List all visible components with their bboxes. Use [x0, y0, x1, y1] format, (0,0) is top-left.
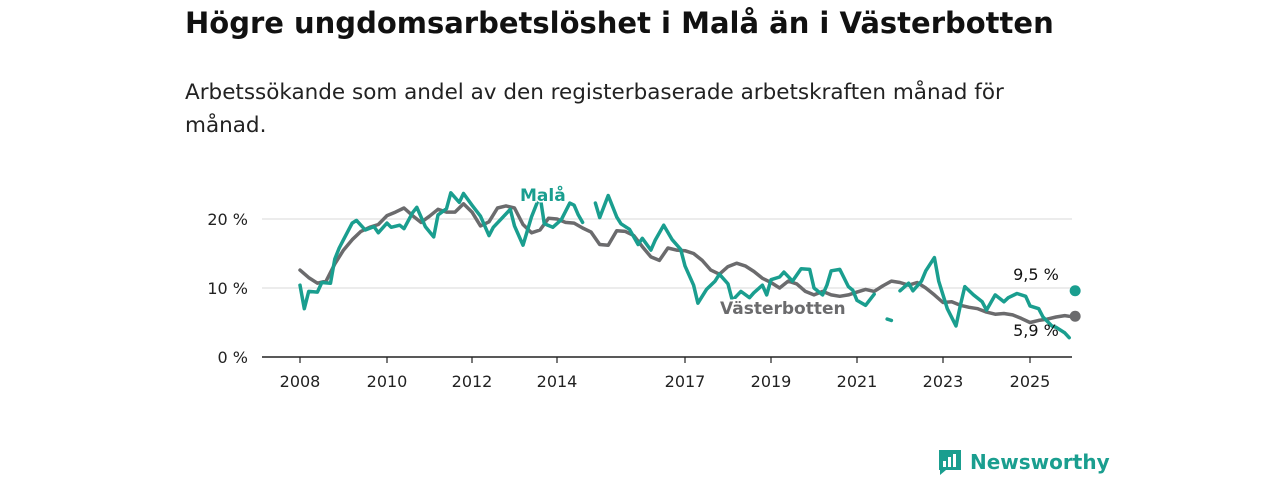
x-tick-label: 2025 — [1010, 372, 1051, 391]
brand-logo: Newsworthy — [937, 448, 1110, 476]
x-tick-label: 2008 — [280, 372, 321, 391]
endpoint-mala — [1069, 285, 1081, 297]
end-label-vasterbotten: 5,9 % — [1013, 321, 1059, 340]
x-tick-label: 2010 — [367, 372, 408, 391]
x-tick-label: 2023 — [923, 372, 964, 391]
series-line-mala — [885, 317, 894, 323]
series-line-mala — [593, 193, 876, 308]
x-tick-label: 2014 — [537, 372, 578, 391]
series-label-vasterbotten: Västerbotten — [720, 299, 846, 319]
x-tick-label: 2021 — [837, 372, 878, 391]
chart-subtitle: Arbetssökande som andel av den registerb… — [185, 80, 1004, 138]
y-tick-label: 20 % — [207, 210, 248, 229]
x-tick-label: 2019 — [751, 372, 792, 391]
x-tick-label: 2012 — [452, 372, 493, 391]
newsworthy-logo-icon — [939, 450, 961, 475]
series-line-mala — [898, 255, 1071, 340]
y-tick-label: 0 % — [218, 348, 248, 367]
endpoint-vasterbotten — [1069, 310, 1081, 322]
y-tick-label: 10 % — [207, 279, 248, 298]
brand-name: Newsworthy — [970, 450, 1110, 474]
series-label-mala: Malå — [520, 184, 566, 206]
series-line-vasterbotten — [298, 202, 1071, 325]
series-line-mala — [298, 191, 585, 311]
x-tick-label: 2017 — [665, 372, 706, 391]
end-label-mala: 9,5 % — [1013, 265, 1059, 284]
chart-title: Högre ungdomsarbetslöshet i Malå än i Vä… — [185, 6, 1054, 40]
